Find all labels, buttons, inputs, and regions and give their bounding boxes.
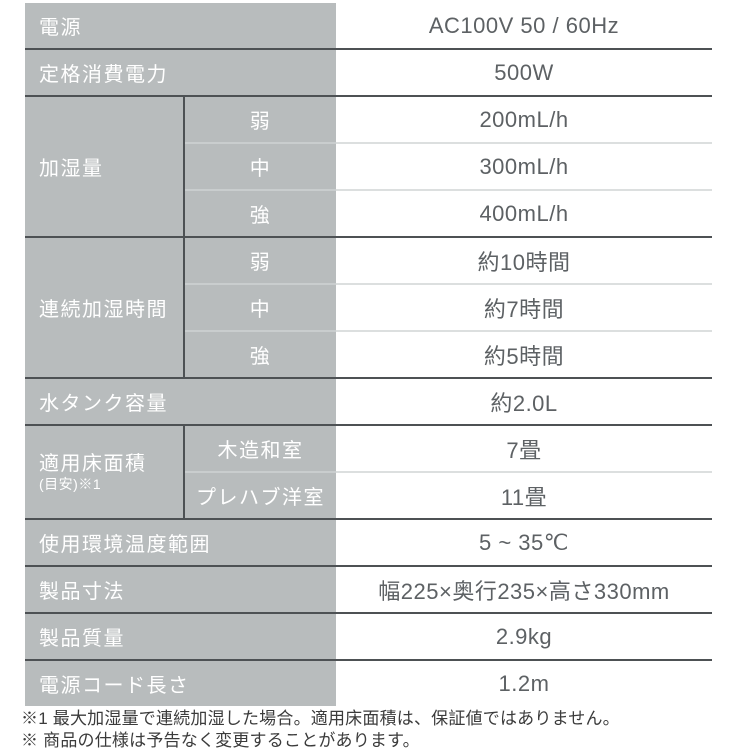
spec-value-tank-capacity: 約2.0L [490, 390, 558, 416]
footnote-2: ※ 商品の仕様は予告なく変更することがあります。 [21, 731, 420, 750]
floor-area-label-note: (目安)※1 [39, 475, 102, 492]
sublabel-high: 強 [185, 189, 336, 236]
spec-value-cord-length: 1.2m [498, 670, 550, 696]
spec-row-cord-length: 電源コード長さ 1.2m [25, 659, 712, 706]
spec-row-weight: 製品質量 2.9kg [25, 612, 712, 659]
sublabel-low: 弱 [185, 97, 336, 142]
spec-row-power: 電源 AC100V 50 / 60Hz [25, 3, 712, 48]
spec-row-continuous-time: 連続加湿時間 弱 約10時間 中 約7時間 強 約5時間 [25, 236, 712, 377]
spec-label-power: 電源 [25, 3, 336, 48]
subrow-low: 弱 200mL/h [185, 97, 712, 142]
spec-label-temp-range: 使用環境温度範囲 [25, 520, 336, 565]
spec-label-weight: 製品質量 [25, 614, 336, 659]
spec-label-cord-length: 電源コード長さ [25, 661, 336, 706]
value-mid: 300mL/h [336, 142, 712, 189]
sublabel-prefab-room: プレハブ洋室 [185, 471, 336, 518]
subrow-wooden-room: 木造和室 7畳 [185, 426, 712, 471]
value-low: 約10時間 [477, 249, 571, 275]
value-high: 約5時間 [336, 330, 712, 377]
spec-table: 電源 AC100V 50 / 60Hz 定格消費電力 500W 加湿量 弱 20… [25, 3, 712, 706]
subrow-mid: 中 約7時間 [185, 283, 712, 330]
spec-label-tank-capacity: 水タンク容量 [25, 379, 336, 424]
spec-value-weight: 2.9kg [495, 623, 553, 649]
value-prefab-room: 11畳 [336, 471, 712, 518]
sublabel-wooden-room: 木造和室 [185, 426, 336, 471]
spec-value-dimensions: 幅225×奥行235×高さ330mm [378, 578, 670, 604]
sublabel-mid: 中 [185, 142, 336, 189]
floor-area-label-block: 適用床面積 (目安)※1 [39, 452, 147, 493]
spec-label-rated-power: 定格消費電力 [25, 50, 336, 95]
humidification-amount-subrows: 弱 200mL/h 中 300mL/h 強 400mL/h [183, 97, 712, 236]
sublabel-high: 強 [185, 330, 336, 377]
continuous-time-subrows: 弱 約10時間 中 約7時間 強 約5時間 [183, 238, 712, 377]
subrow-high: 強 約5時間 [185, 330, 712, 377]
subrow-low: 弱 約10時間 [185, 238, 712, 283]
spec-row-rated-power: 定格消費電力 500W [25, 48, 712, 95]
spec-label-dimensions: 製品寸法 [25, 567, 336, 612]
spec-row-tank-capacity: 水タンク容量 約2.0L [25, 377, 712, 424]
spec-label-floor-area: 適用床面積 (目安)※1 [25, 426, 183, 518]
subrow-prefab-room: プレハブ洋室 11畳 [185, 471, 712, 518]
spec-row-dimensions: 製品寸法 幅225×奥行235×高さ330mm [25, 565, 712, 612]
value-mid: 約7時間 [336, 283, 712, 330]
floor-area-subrows: 木造和室 7畳 プレハブ洋室 11畳 [183, 426, 712, 518]
sublabel-low: 弱 [185, 238, 336, 283]
floor-area-label-main: 適用床面積 [39, 452, 147, 475]
value-wooden-room: 7畳 [506, 437, 542, 463]
footnote-1: ※1 最大加湿量で連続加湿した場合。適用床面積は、保証値ではありません。 [21, 709, 620, 728]
spec-value-temp-range: 5 ~ 35℃ [479, 529, 569, 555]
subrow-mid: 中 300mL/h [185, 142, 712, 189]
footnotes: ※1 最大加湿量で連続加湿した場合。適用床面積は、保証値ではありません。 ※ 商… [21, 708, 620, 750]
spec-row-temp-range: 使用環境温度範囲 5 ~ 35℃ [25, 518, 712, 565]
spec-row-humidification-amount: 加湿量 弱 200mL/h 中 300mL/h 強 400mL/h [25, 95, 712, 236]
spec-row-floor-area: 適用床面積 (目安)※1 木造和室 7畳 プレハブ洋室 11畳 [25, 424, 712, 518]
sublabel-mid: 中 [185, 283, 336, 330]
spec-value-power: AC100V 50 / 60Hz [428, 12, 620, 38]
spec-value-rated-power: 500W [494, 59, 554, 85]
spec-label-humidification-amount: 加湿量 [25, 97, 183, 236]
subrow-high: 強 400mL/h [185, 189, 712, 236]
value-high: 400mL/h [336, 189, 712, 236]
value-low: 200mL/h [479, 106, 569, 132]
spec-label-continuous-time: 連続加湿時間 [25, 238, 183, 377]
